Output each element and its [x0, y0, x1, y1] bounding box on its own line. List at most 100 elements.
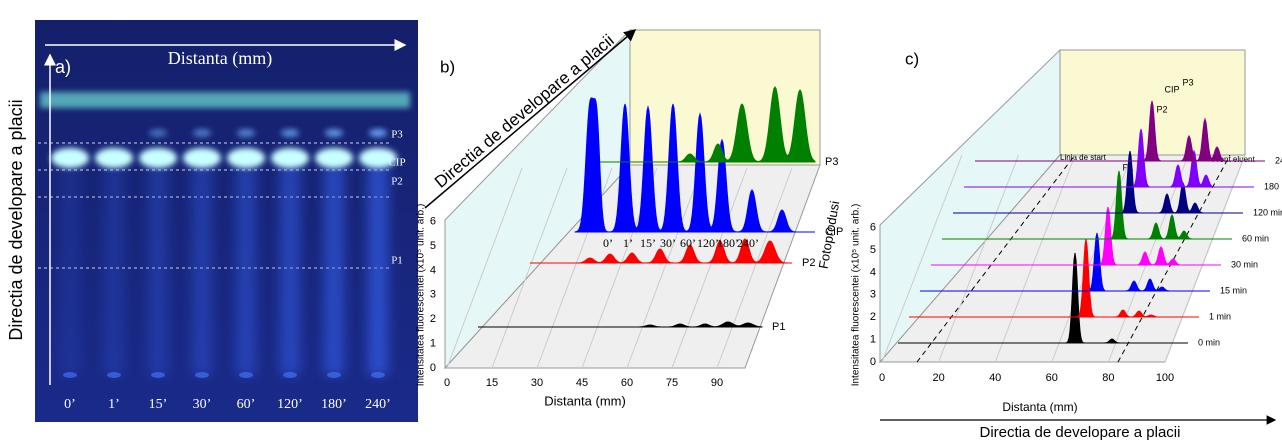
lane-label: 120’: [277, 397, 303, 412]
x-tick-label: 0: [444, 377, 450, 389]
series-label: 120 min: [1253, 207, 1282, 217]
x-tick-label: 40: [989, 372, 1001, 384]
spot-label: P3: [391, 129, 403, 141]
peak-trace: [942, 170, 1232, 240]
lane-streak: [148, 165, 168, 375]
peak-trace: [909, 238, 1199, 318]
lane-streak: [104, 165, 124, 375]
side-title: Directia de developare a placii: [6, 99, 26, 340]
x-tick-label: 30: [531, 377, 543, 389]
lane-streak: [280, 165, 300, 375]
lane-streak: [60, 165, 80, 375]
peak-trace: [530, 238, 792, 264]
y-title: Intensitatea fluorescentei (x10⁵ unit. a…: [416, 204, 427, 387]
cip-spot: [271, 148, 309, 168]
lane-label: 30’: [660, 236, 676, 250]
x-tick-label: 15: [486, 377, 498, 389]
lane-label: 15’: [640, 236, 656, 250]
x-tick-label: 100: [1156, 372, 1174, 384]
y-tick-label: 4: [870, 266, 876, 278]
lane-label: 60’: [680, 236, 696, 250]
front-band: [40, 92, 410, 108]
annotation: P3: [1182, 77, 1193, 87]
start-spot: [107, 372, 121, 378]
lane-label: 240’: [365, 397, 391, 412]
x-grid: [881, 154, 963, 363]
x-tick-label: 90: [711, 377, 723, 389]
y-tick-label: 0: [870, 356, 876, 368]
peak-trace: [574, 97, 815, 233]
y-tick-label: 2: [430, 313, 436, 325]
panel-label: a): [55, 57, 71, 77]
series-label: 0 min: [1198, 337, 1220, 347]
x-grid: [671, 167, 748, 369]
lane-label: 240’: [737, 236, 759, 250]
x-tick-label: 60: [1046, 372, 1058, 384]
cip-spot: [315, 148, 353, 168]
peak-trace: [975, 100, 1265, 162]
x-grid: [626, 167, 703, 369]
spot-label: P2: [391, 176, 403, 188]
spot-label: P1: [391, 255, 403, 267]
x-title: Distanta (mm): [544, 393, 626, 408]
x-grid: [446, 167, 523, 369]
x-tick-label: 60: [621, 377, 633, 389]
series-label: 1 min: [1209, 311, 1231, 321]
annotation: CIP: [1164, 84, 1179, 94]
annotation: P2: [1156, 104, 1167, 114]
lane-label: 60’: [237, 397, 256, 412]
x-grid: [994, 154, 1076, 363]
cip-spot: [95, 148, 133, 168]
series-label: 60 min: [1242, 233, 1269, 243]
peak-trace: [898, 252, 1188, 344]
y-tick-label: 6: [870, 222, 876, 234]
panel-a: a) Distanta (mm) Directia de developare …: [6, 20, 418, 422]
x-tick-label: 45: [576, 377, 588, 389]
plate-photo: [35, 20, 418, 422]
x-grid: [716, 167, 793, 369]
y-tick-label: 3: [870, 289, 876, 301]
start-line: [916, 154, 1076, 363]
lane-streak: [236, 165, 256, 375]
cip-spot: [359, 148, 397, 168]
y-tick-label: 6: [430, 216, 436, 228]
panel-b: Directia de developare a placii b) Inten…: [416, 28, 843, 408]
x-tick-label: 75: [666, 377, 678, 389]
p3-spot: [237, 129, 255, 137]
y-tick-label: 4: [430, 264, 436, 276]
panel-label: b): [440, 57, 455, 76]
start-spot: [63, 372, 77, 378]
p3-spot: [369, 129, 387, 137]
lane-streak: [324, 165, 344, 375]
y-tick-label: 3: [430, 289, 436, 301]
peak-trace: [953, 150, 1243, 214]
lane-label: 15’: [149, 397, 168, 412]
x-tick-label: 20: [932, 372, 944, 384]
y-tick-label: 5: [430, 240, 436, 252]
series-label: P1: [772, 321, 785, 333]
p3-spot: [193, 129, 211, 137]
x-grid: [938, 154, 1020, 363]
lane-label: 120’: [697, 236, 719, 250]
peak-trace: [600, 86, 816, 163]
cip-spot: [183, 148, 221, 168]
series-label: 30 min: [1231, 259, 1258, 269]
x-tick-label: 80: [1102, 372, 1114, 384]
panel-c: c) Intensitatea fluorescentei (x10⁵ unit…: [851, 48, 1282, 441]
series-label: 180 min: [1264, 181, 1282, 191]
y-tick-label: 1: [870, 334, 876, 346]
lane-label: 180’: [321, 397, 347, 412]
start-spot: [239, 372, 253, 378]
peak-trace: [478, 321, 763, 328]
y-tick-label: 0: [430, 362, 436, 374]
x-title: Distanta (mm): [1002, 400, 1077, 414]
series-label: P2: [802, 257, 815, 269]
cip-spot: [227, 148, 265, 168]
panel-label: c): [905, 49, 919, 68]
p3-spot: [149, 129, 167, 137]
y-tick-label: 2: [870, 311, 876, 323]
x-grid: [491, 167, 568, 369]
direction-arrow: [424, 29, 637, 209]
lane-streak: [368, 165, 388, 375]
y-tick-label: 5: [870, 244, 876, 256]
